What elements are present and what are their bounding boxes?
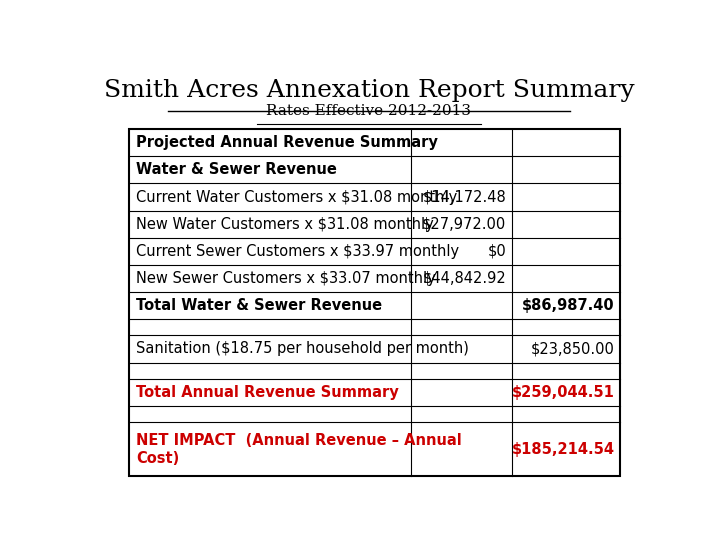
Text: Smith Acres Annexation Report Summary: Smith Acres Annexation Report Summary	[104, 79, 634, 103]
Text: $86,987.40: $86,987.40	[522, 298, 615, 313]
Text: $0: $0	[487, 244, 506, 259]
Text: Total Water & Sewer Revenue: Total Water & Sewer Revenue	[136, 298, 382, 313]
Text: $259,044.51: $259,044.51	[512, 385, 615, 400]
Text: Current Sewer Customers x $33.97 monthly: Current Sewer Customers x $33.97 monthly	[136, 244, 459, 259]
Text: Water & Sewer Revenue: Water & Sewer Revenue	[136, 163, 337, 178]
Text: Projected Annual Revenue Summary: Projected Annual Revenue Summary	[136, 136, 438, 150]
Text: New Water Customers x $31.08 monthly: New Water Customers x $31.08 monthly	[136, 217, 434, 232]
Text: $44,842.92: $44,842.92	[423, 271, 506, 286]
Text: $27,972.00: $27,972.00	[422, 217, 506, 232]
Text: $14,172.48: $14,172.48	[423, 190, 506, 205]
Text: $185,214.54: $185,214.54	[511, 442, 615, 457]
Text: Rates Effective 2012-2013: Rates Effective 2012-2013	[266, 104, 472, 118]
Text: Sanitation ($18.75 per household per month): Sanitation ($18.75 per household per mon…	[136, 341, 469, 356]
Text: New Sewer Customers x $33.07 monthly: New Sewer Customers x $33.07 monthly	[136, 271, 436, 286]
Text: NET IMPACT  (Annual Revenue – Annual
Cost): NET IMPACT (Annual Revenue – Annual Cost…	[136, 433, 462, 466]
Text: Current Water Customers x $31.08 monthly: Current Water Customers x $31.08 monthly	[136, 190, 458, 205]
Text: Total Annual Revenue Summary: Total Annual Revenue Summary	[136, 385, 399, 400]
Text: $23,850.00: $23,850.00	[531, 341, 615, 356]
